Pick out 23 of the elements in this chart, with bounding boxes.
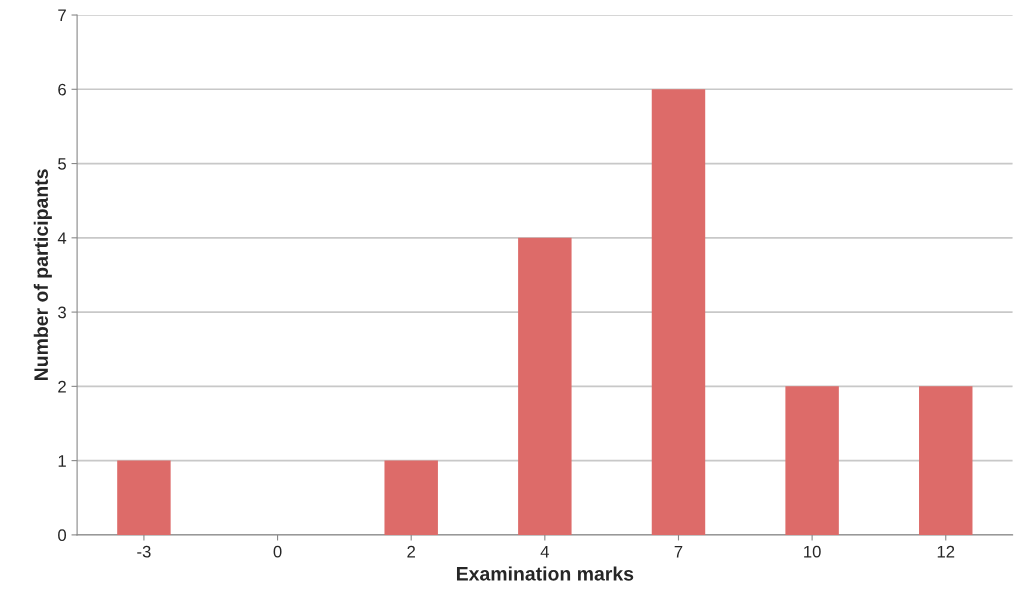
y-tick-label: 3 <box>58 306 66 319</box>
x-tick-label: -3 <box>137 545 151 558</box>
bar <box>384 460 438 535</box>
x-tick-label: 4 <box>540 545 549 558</box>
x-tick-label: 7 <box>674 545 683 558</box>
x-tick-label: 0 <box>273 545 282 558</box>
bar <box>785 386 839 535</box>
bar <box>117 460 171 535</box>
x-tick-label: 2 <box>407 545 415 558</box>
y-tick-label: 6 <box>58 83 66 96</box>
bar <box>518 237 572 535</box>
y-tick-label: 2 <box>58 380 66 393</box>
y-tick-label: 4 <box>57 232 67 244</box>
y-tick-label: 0 <box>58 529 67 542</box>
x-tick-label: 10 <box>804 545 821 558</box>
y-axis-title: Number of participants <box>33 169 52 381</box>
y-tick-label: 7 <box>58 9 66 22</box>
y-tick-label: 1 <box>58 455 66 467</box>
bar <box>919 386 973 535</box>
x-tick-label: 12 <box>937 545 955 558</box>
x-axis-title: Examination marks <box>456 566 634 581</box>
bar <box>651 89 706 535</box>
y-tick-label: 5 <box>58 158 66 170</box>
